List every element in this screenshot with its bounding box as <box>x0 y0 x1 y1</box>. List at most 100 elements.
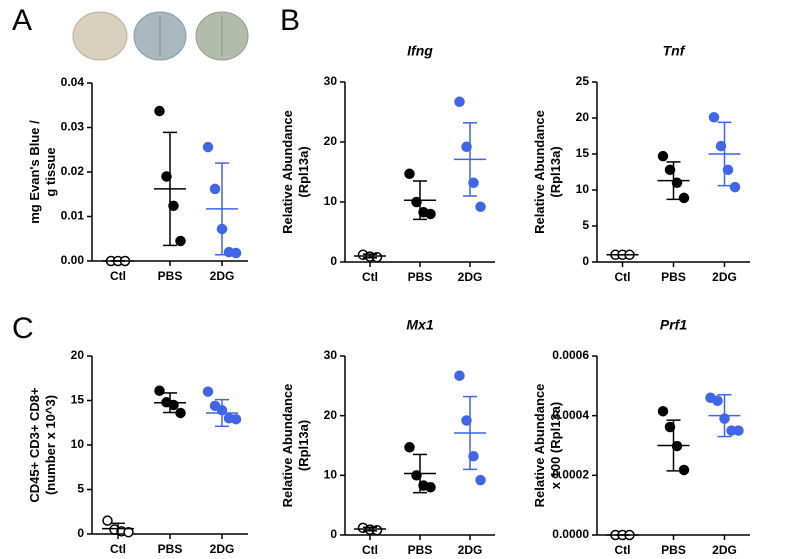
y-tick-label: 0 <box>77 526 84 540</box>
data-point <box>175 235 186 247</box>
y-axis-label-line: (number x 10^3) <box>43 395 58 495</box>
x-tick-label: Ctl <box>615 543 631 557</box>
x-tick-label: PBS <box>661 543 686 557</box>
y-tick-label: 0 <box>582 254 589 268</box>
data-point <box>664 164 676 176</box>
y-tick-label: 10 <box>324 194 338 208</box>
data-point <box>461 415 472 426</box>
y-tick-label: 0.04 <box>61 75 85 89</box>
x-tick-label: 2DG <box>210 269 235 283</box>
y-axis-label-line: Relative Abundance <box>532 110 547 234</box>
y-tick-label: 0.02 <box>61 164 85 178</box>
data-point <box>154 105 165 117</box>
data-point <box>123 526 134 538</box>
panel-letter: C <box>12 312 34 345</box>
data-point <box>454 96 465 108</box>
x-tick-label: PBS <box>661 270 686 284</box>
data-point <box>722 164 734 176</box>
y-tick-label: 0.0002 <box>552 468 589 482</box>
y-axis-label-line: (Rpl13a) <box>296 420 311 471</box>
data-point <box>175 407 186 419</box>
y-axis-label-line: CD45+ CD3+ CD8+ <box>27 387 42 503</box>
data-point <box>475 474 486 486</box>
x-tick-label: 2DG <box>210 542 235 556</box>
data-point <box>202 386 214 397</box>
x-tick-label: PBS <box>158 542 183 556</box>
x-tick-label: 2DG <box>712 543 737 557</box>
y-tick-label: 30 <box>324 74 338 88</box>
data-point <box>708 112 720 123</box>
data-point <box>678 464 690 476</box>
panel-letter: B <box>280 4 300 37</box>
y-tick-label: 0.0000 <box>552 527 589 541</box>
x-tick-label: PBS <box>158 269 183 283</box>
y-axis-label: CD45+ CD3+ CD8+(number x 10^3) <box>27 387 58 503</box>
y-tick-label: 10 <box>71 437 85 451</box>
chart-title: Prf1 <box>660 317 687 333</box>
data-point <box>678 192 690 204</box>
data-point <box>168 200 179 212</box>
y-axis-label: Relative Abundance(Rpl13a) <box>280 110 311 234</box>
y-axis-label-line: Relative Abundance <box>280 110 295 234</box>
data-point <box>733 425 744 436</box>
data-point <box>715 140 727 152</box>
x-tick-label: PBS <box>408 270 433 284</box>
data-point <box>664 421 676 433</box>
x-tick-label: Ctl <box>615 270 631 284</box>
y-tick-label: 0.01 <box>61 209 85 223</box>
y-tick-label: 20 <box>324 134 338 148</box>
x-tick-label: Ctl <box>362 543 378 557</box>
y-axis-label: Relative Abundancex 100 (Rpl13a) <box>532 384 563 508</box>
data-point <box>657 150 669 162</box>
data-point <box>729 181 741 193</box>
y-axis-label: Relative Abundance(Rpl13a) <box>532 110 563 234</box>
data-point <box>161 171 172 182</box>
chart-title: Ifng <box>407 43 433 59</box>
y-tick-label: 5 <box>582 218 589 232</box>
x-tick-label: 2DG <box>458 543 483 557</box>
data-point <box>712 395 723 406</box>
y-tick-label: 0.00 <box>61 253 85 267</box>
y-tick-label: 20 <box>576 110 590 124</box>
y-tick-label: 0.0004 <box>552 408 589 422</box>
y-tick-label: 0.0006 <box>552 348 589 362</box>
data-point <box>404 168 415 180</box>
data-point <box>461 141 472 153</box>
chart-title: Mx1 <box>406 317 433 333</box>
data-point <box>454 370 465 381</box>
y-axis-label-line: (Rpl13a) <box>548 146 563 197</box>
y-axis-label-line: g tissue <box>43 147 58 196</box>
y-axis-label-line: x 100 (Rpl13a) <box>548 402 563 489</box>
y-tick-label: 5 <box>77 482 84 496</box>
x-tick-label: Ctl <box>362 270 378 284</box>
data-point <box>425 482 436 493</box>
data-point <box>230 247 242 259</box>
y-tick-label: 10 <box>576 182 590 196</box>
y-tick-label: 0 <box>330 527 337 541</box>
y-tick-label: 20 <box>324 408 338 422</box>
data-point <box>154 385 165 396</box>
data-point <box>425 208 436 220</box>
y-axis-label-line: Relative Abundance <box>532 384 547 508</box>
data-point <box>657 405 669 417</box>
y-tick-label: 25 <box>576 74 590 88</box>
data-point <box>102 515 113 526</box>
y-tick-label: 10 <box>324 468 338 482</box>
panel-letter: A <box>12 4 32 37</box>
y-axis-label-line: Relative Abundance <box>280 384 295 508</box>
y-tick-label: 20 <box>71 348 85 362</box>
y-axis-label: Relative Abundance(Rpl13a) <box>280 384 311 508</box>
data-point <box>475 201 486 213</box>
y-axis-label: mg Evan's Blue /g tissue <box>27 120 58 224</box>
chart-title: Tnf <box>663 43 686 59</box>
data-point <box>202 141 214 153</box>
data-point <box>404 442 415 453</box>
data-point <box>230 413 242 425</box>
y-tick-label: 0 <box>330 254 337 268</box>
x-tick-label: Ctl <box>110 269 126 283</box>
y-axis-label-line: mg Evan's Blue / <box>27 120 42 224</box>
y-tick-label: 15 <box>576 146 590 160</box>
data-point <box>468 177 479 189</box>
x-tick-label: 2DG <box>458 270 483 284</box>
